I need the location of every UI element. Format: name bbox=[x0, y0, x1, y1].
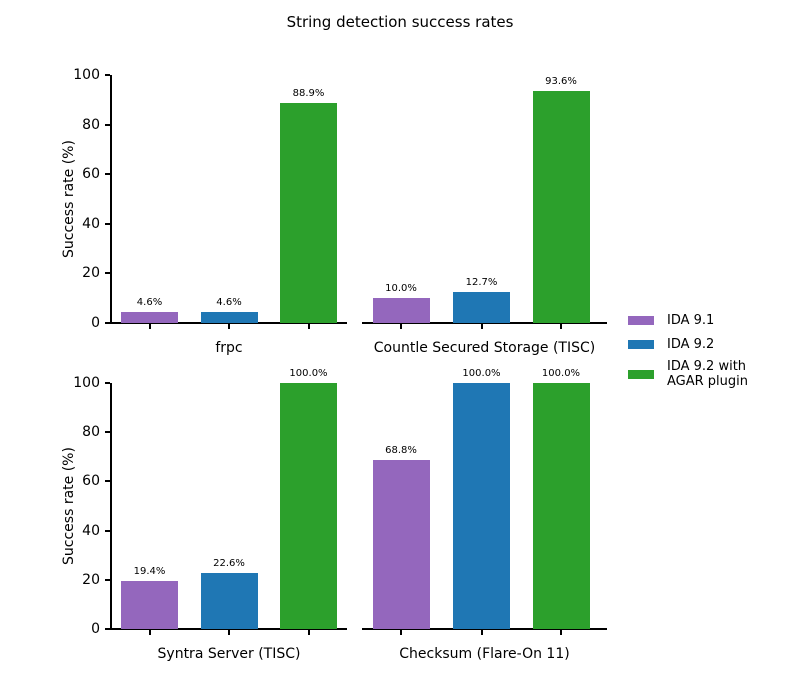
legend-label-ida-9-2-agar: IDA 9.2 with AGAR plugin bbox=[667, 359, 749, 389]
legend-label-ida-9-2: IDA 9.2 bbox=[667, 336, 715, 352]
x-tick bbox=[480, 324, 483, 329]
x-tick bbox=[148, 630, 151, 635]
bar-value-label: 68.8% bbox=[385, 444, 417, 456]
y-tick-label: 60 bbox=[82, 166, 100, 183]
y-axis-spine bbox=[110, 75, 112, 324]
y-tick bbox=[105, 529, 110, 532]
bar-value-label: 88.9% bbox=[292, 87, 325, 99]
bar-value-label: 100.0% bbox=[541, 368, 581, 379]
y-tick-label: 0 bbox=[91, 621, 100, 637]
bar-value-label: 22.6% bbox=[213, 558, 245, 570]
y-tick-label: 40 bbox=[82, 215, 100, 232]
y-tick bbox=[105, 480, 110, 483]
x-axis-spine bbox=[110, 322, 347, 324]
bar-value-label: 100.0% bbox=[289, 368, 328, 379]
y-tick bbox=[105, 431, 110, 434]
y-tick bbox=[105, 74, 110, 76]
y-axis-label: Success rate (%) bbox=[61, 140, 77, 258]
legend-item: IDA 9.2 bbox=[628, 332, 767, 356]
legend-item: IDA 9.1 bbox=[628, 308, 767, 332]
bar bbox=[372, 459, 430, 629]
bar bbox=[280, 383, 337, 629]
x-tick bbox=[228, 630, 230, 635]
x-tick bbox=[148, 324, 151, 329]
y-tick bbox=[105, 123, 110, 126]
y-tick bbox=[105, 382, 110, 384]
legend-label-ida-9-1: IDA 9.1 bbox=[667, 312, 715, 328]
y-tick bbox=[105, 322, 110, 324]
x-tick bbox=[307, 324, 310, 329]
y-tick-label: 100 bbox=[73, 375, 100, 391]
y-tick bbox=[105, 222, 110, 225]
bar bbox=[453, 291, 510, 323]
bar-value-label: 10.0% bbox=[385, 283, 417, 295]
x-tick bbox=[560, 630, 562, 635]
y-tick-label: 40 bbox=[82, 522, 100, 539]
y-tick-label: 80 bbox=[82, 424, 100, 441]
legend-swatch-ida-9-2 bbox=[628, 339, 654, 349]
x-category-label: frpc bbox=[215, 340, 243, 356]
chart-title: String detection success rates bbox=[286, 13, 514, 31]
x-tick bbox=[480, 630, 483, 635]
y-tick-label: 60 bbox=[82, 473, 100, 490]
x-tick bbox=[400, 630, 402, 635]
bar bbox=[200, 573, 258, 629]
y-tick-label: 0 bbox=[91, 315, 100, 331]
bar bbox=[453, 383, 510, 629]
y-tick-label: 20 bbox=[82, 265, 100, 282]
x-tick bbox=[400, 324, 402, 329]
bar bbox=[200, 311, 258, 323]
y-axis-label: Success rate (%) bbox=[61, 447, 77, 565]
x-axis-spine bbox=[110, 628, 347, 630]
y-tick-label: 80 bbox=[82, 116, 100, 133]
x-category-label: Syntra Server (TISC) bbox=[157, 646, 301, 662]
y-axis-spine bbox=[110, 383, 112, 630]
x-axis-spine bbox=[362, 628, 607, 630]
bar-value-label: 12.7% bbox=[465, 276, 498, 288]
bar bbox=[532, 383, 590, 629]
bar-value-label: 4.6% bbox=[136, 296, 163, 308]
x-category-label: Checksum (Flare-On 11) bbox=[399, 646, 570, 662]
bar bbox=[372, 298, 430, 323]
legend-item: IDA 9.2 with AGAR plugin bbox=[628, 359, 767, 389]
legend: IDA 9.1 IDA 9.2 IDA 9.2 with AGAR plugin bbox=[628, 308, 767, 389]
y-tick-label: 100 bbox=[73, 67, 100, 83]
x-tick bbox=[560, 324, 562, 329]
bar bbox=[532, 90, 590, 323]
y-tick bbox=[105, 628, 110, 630]
bar-value-label: 100.0% bbox=[462, 368, 501, 379]
bar-value-label: 19.4% bbox=[133, 566, 166, 578]
bar bbox=[280, 102, 337, 323]
x-category-label: Countle Secured Storage (TISC) bbox=[373, 340, 596, 356]
y-tick-label: 20 bbox=[82, 571, 100, 588]
y-tick bbox=[105, 272, 110, 275]
y-tick bbox=[105, 173, 110, 176]
legend-swatch-ida-9-2-agar bbox=[628, 369, 654, 379]
legend-swatch-ida-9-1 bbox=[628, 315, 654, 325]
x-axis-spine bbox=[362, 322, 607, 324]
x-tick bbox=[228, 324, 230, 329]
bar-value-label: 4.6% bbox=[216, 296, 242, 308]
x-tick bbox=[307, 630, 310, 635]
y-tick bbox=[105, 578, 110, 581]
bar bbox=[121, 581, 178, 629]
bar-value-label: 93.6% bbox=[545, 75, 577, 87]
bar bbox=[121, 311, 178, 323]
